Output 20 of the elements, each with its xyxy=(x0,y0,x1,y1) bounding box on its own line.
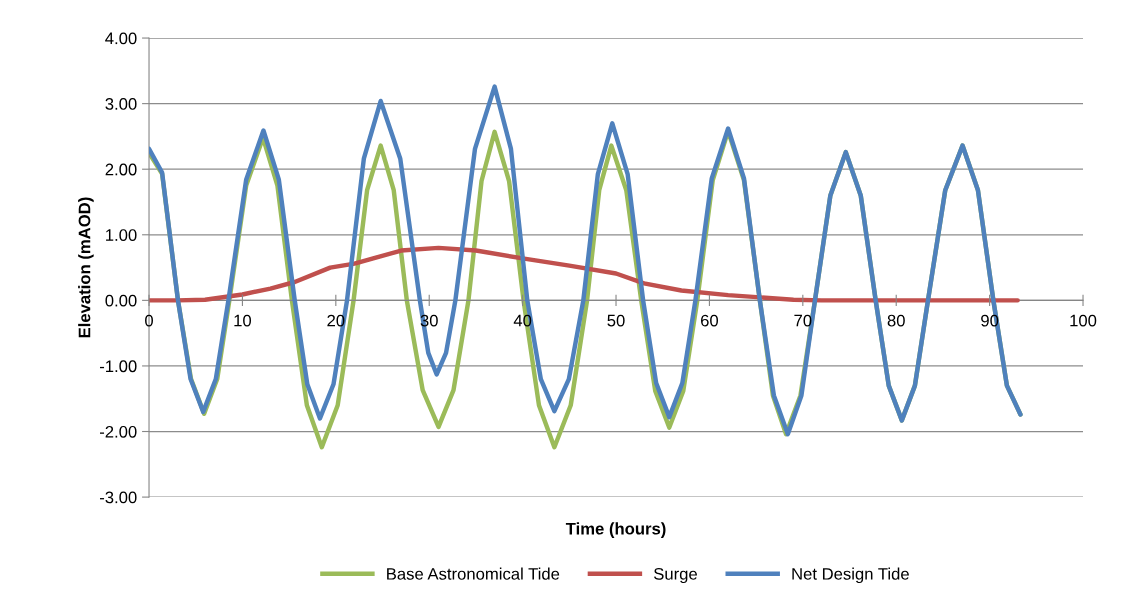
x-axis-title: Time (hours) xyxy=(565,522,666,538)
y-tick-label: 3.00 xyxy=(105,98,137,110)
x-tick-label: 100 xyxy=(1070,314,1097,327)
x-tick-label: 80 xyxy=(887,314,905,327)
x-tick-label: 0 xyxy=(145,314,154,327)
legend-label: Net Design Tide xyxy=(792,567,909,584)
legend-label: Base Astronomical Tide xyxy=(387,567,560,580)
y-tick-label: 2.00 xyxy=(105,163,137,176)
y-tick-label: -2.00 xyxy=(99,425,137,438)
y-tick-label: -1.00 xyxy=(99,360,137,373)
x-tick-label: 60 xyxy=(701,314,719,327)
y-tick-label: 1.00 xyxy=(106,229,137,241)
y-axis-title: Elevation (mAOD) xyxy=(78,197,94,338)
line-series xyxy=(149,245,1020,303)
legend-label: Surge xyxy=(654,567,697,584)
y-tick-label: 4.00 xyxy=(105,32,137,45)
x-tick-label: 10 xyxy=(234,314,252,327)
y-tick-label: 0.00 xyxy=(105,294,137,307)
y-tick-label: -3.00 xyxy=(99,491,137,504)
x-tick-label: 50 xyxy=(607,314,625,327)
